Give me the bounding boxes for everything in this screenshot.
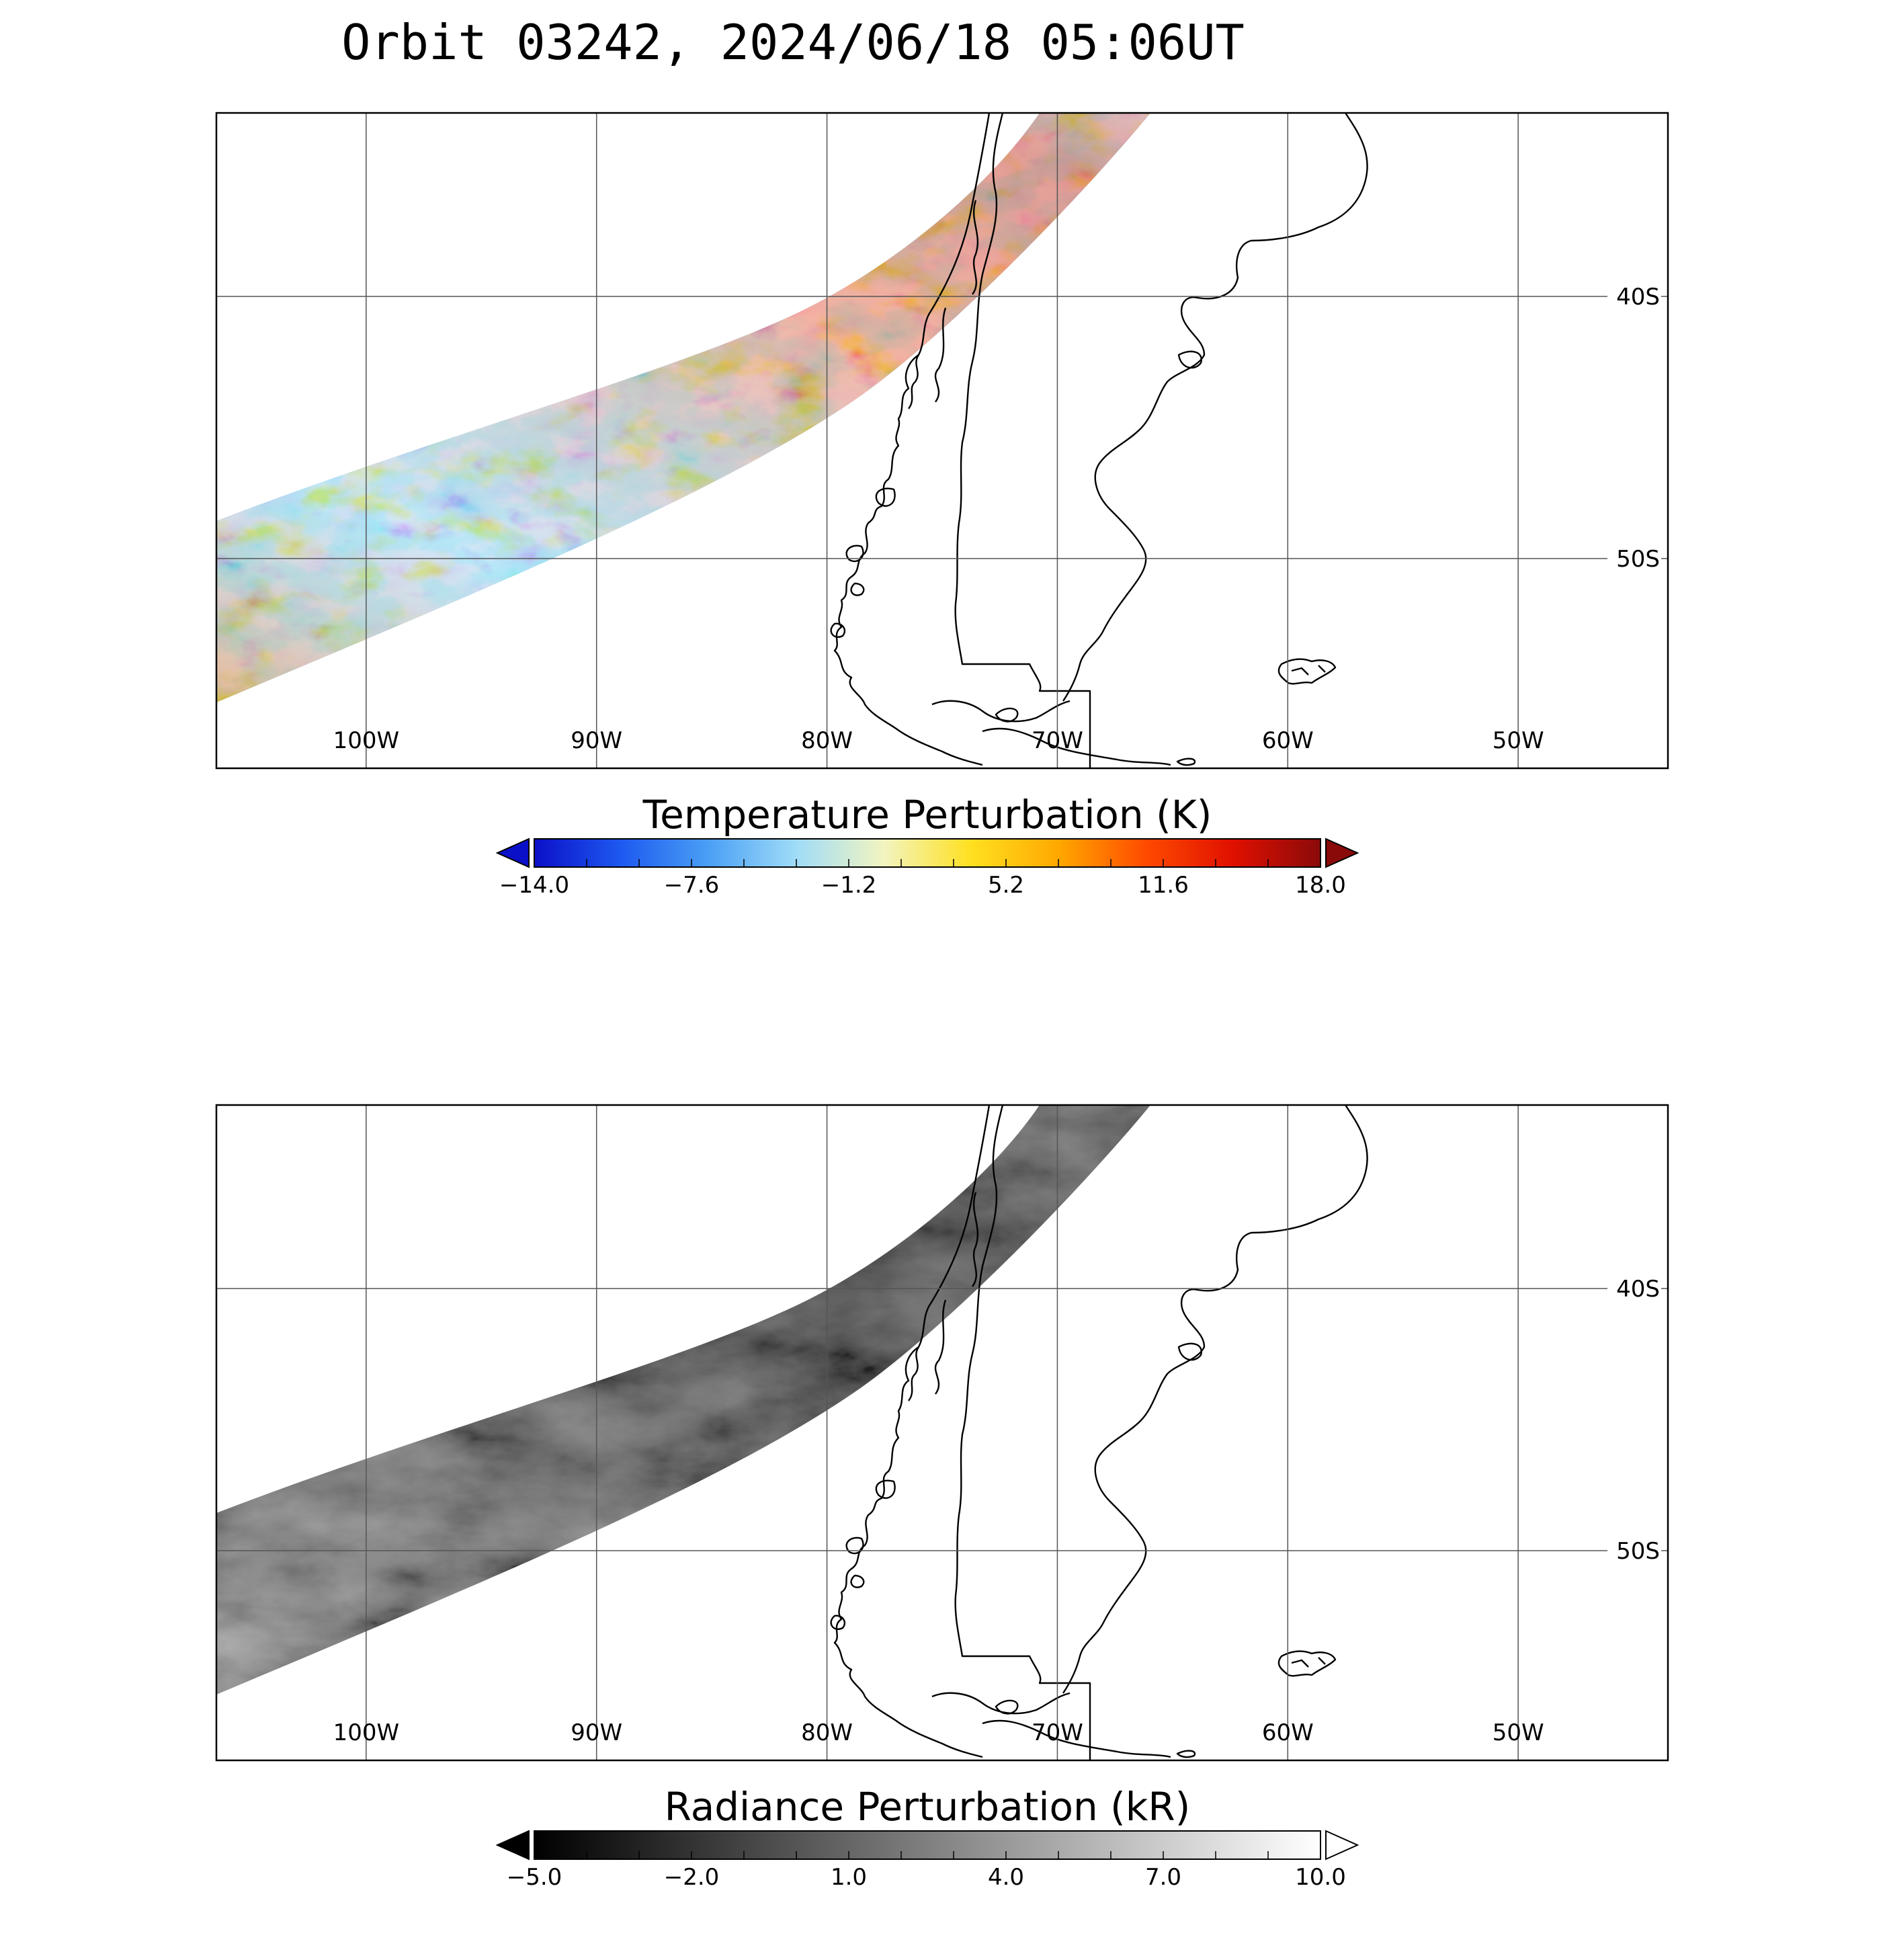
colorbar-tick-label: 1.0	[831, 1864, 867, 1891]
lon-tick-label: 60W	[1262, 1719, 1314, 1746]
lon-tick-label: 90W	[571, 1719, 622, 1746]
lat-label-bg	[1607, 282, 1661, 311]
longitude-tick-labels: 100W 90W 80W 70W 60W 50W	[333, 727, 1544, 754]
colorbar-under-arrow	[495, 838, 530, 868]
colorbar-over-arrow	[1325, 838, 1359, 868]
lat-label-bg	[1607, 1536, 1661, 1565]
coastline	[830, 1105, 1368, 1760]
lon-tick-label: 100W	[333, 1719, 400, 1746]
graticule	[216, 1105, 1668, 1760]
colorbar-tick-label: 18.0	[1295, 872, 1346, 899]
colorbar-gradient	[534, 1830, 1321, 1860]
lon-tick-label: 70W	[1032, 727, 1083, 754]
latitude-tick-labels: 40S 50S	[1607, 1274, 1661, 1565]
colorbar-tick-label: −14.0	[499, 872, 569, 899]
colorbar-tick-label: −5.0	[507, 1864, 562, 1891]
colorbar-tick-label: 7.0	[1145, 1864, 1181, 1891]
lon-tick-label: 100W	[333, 727, 400, 754]
lat-tick-label: 50S	[1616, 1538, 1660, 1565]
lat-label-bg	[1607, 544, 1661, 573]
map-frame	[215, 1104, 1669, 1762]
radiance-map-panel: 100W 90W 80W 70W 60W 50W 40S 50S	[215, 1104, 1669, 1762]
colorbar-tick-label: −7.6	[664, 872, 720, 899]
map-frame	[215, 112, 1669, 770]
temperature-map-panel: 100W 90W 80W 70W 60W 50W 40S 50S	[215, 112, 1669, 770]
colorbar-over-arrow	[1325, 1830, 1359, 1861]
radiance-colorbar: Radiance Perturbation (kR) −5.0 −2.0 1.0 4.…	[495, 1784, 1359, 1891]
radiance-swath	[216, 1105, 1150, 1694]
colorbar-tick-label: −1.2	[821, 872, 877, 899]
graticule	[216, 113, 1668, 768]
lon-tick-label: 50W	[1493, 727, 1544, 754]
lat-tick-label: 50S	[1616, 546, 1660, 573]
lat-label-bg	[1607, 1274, 1661, 1303]
temperature-colorbar-title: Temperature Perturbation (K)	[642, 792, 1212, 838]
lon-tick-label: 80W	[801, 727, 853, 754]
colorbar-tick-label: 10.0	[1295, 1864, 1346, 1891]
temperature-swath	[216, 113, 1150, 702]
colorbar-tick-label: 5.2	[988, 872, 1024, 899]
radiance-colorbar-title: Radiance Perturbation (kR)	[665, 1784, 1191, 1830]
lat-tick-label: 40S	[1616, 1276, 1660, 1303]
colorbar-tick-label: −2.0	[664, 1864, 720, 1891]
lon-tick-label: 70W	[1032, 1719, 1083, 1746]
longitude-tick-labels: 100W 90W 80W 70W 60W 50W	[333, 1719, 1544, 1746]
lon-tick-label: 60W	[1262, 727, 1314, 754]
figure-title: Orbit 03242, 2024/06/18 05:06UT	[341, 14, 1245, 71]
lat-tick-label: 40S	[1616, 284, 1660, 311]
lon-tick-label: 80W	[801, 1719, 853, 1746]
colorbar-tick-label: 11.6	[1138, 872, 1189, 899]
latitude-tick-labels: 40S 50S	[1607, 282, 1661, 573]
colorbar-under-arrow	[495, 1830, 530, 1861]
colorbar-tick-label: 4.0	[988, 1864, 1024, 1891]
coastline	[830, 113, 1368, 768]
lon-tick-label: 90W	[571, 727, 622, 754]
lon-tick-label: 50W	[1493, 1719, 1544, 1746]
colorbar-gradient	[534, 838, 1321, 868]
temperature-colorbar: Temperature Perturbation (K) −14.0 −7.6 −1…	[495, 792, 1359, 899]
